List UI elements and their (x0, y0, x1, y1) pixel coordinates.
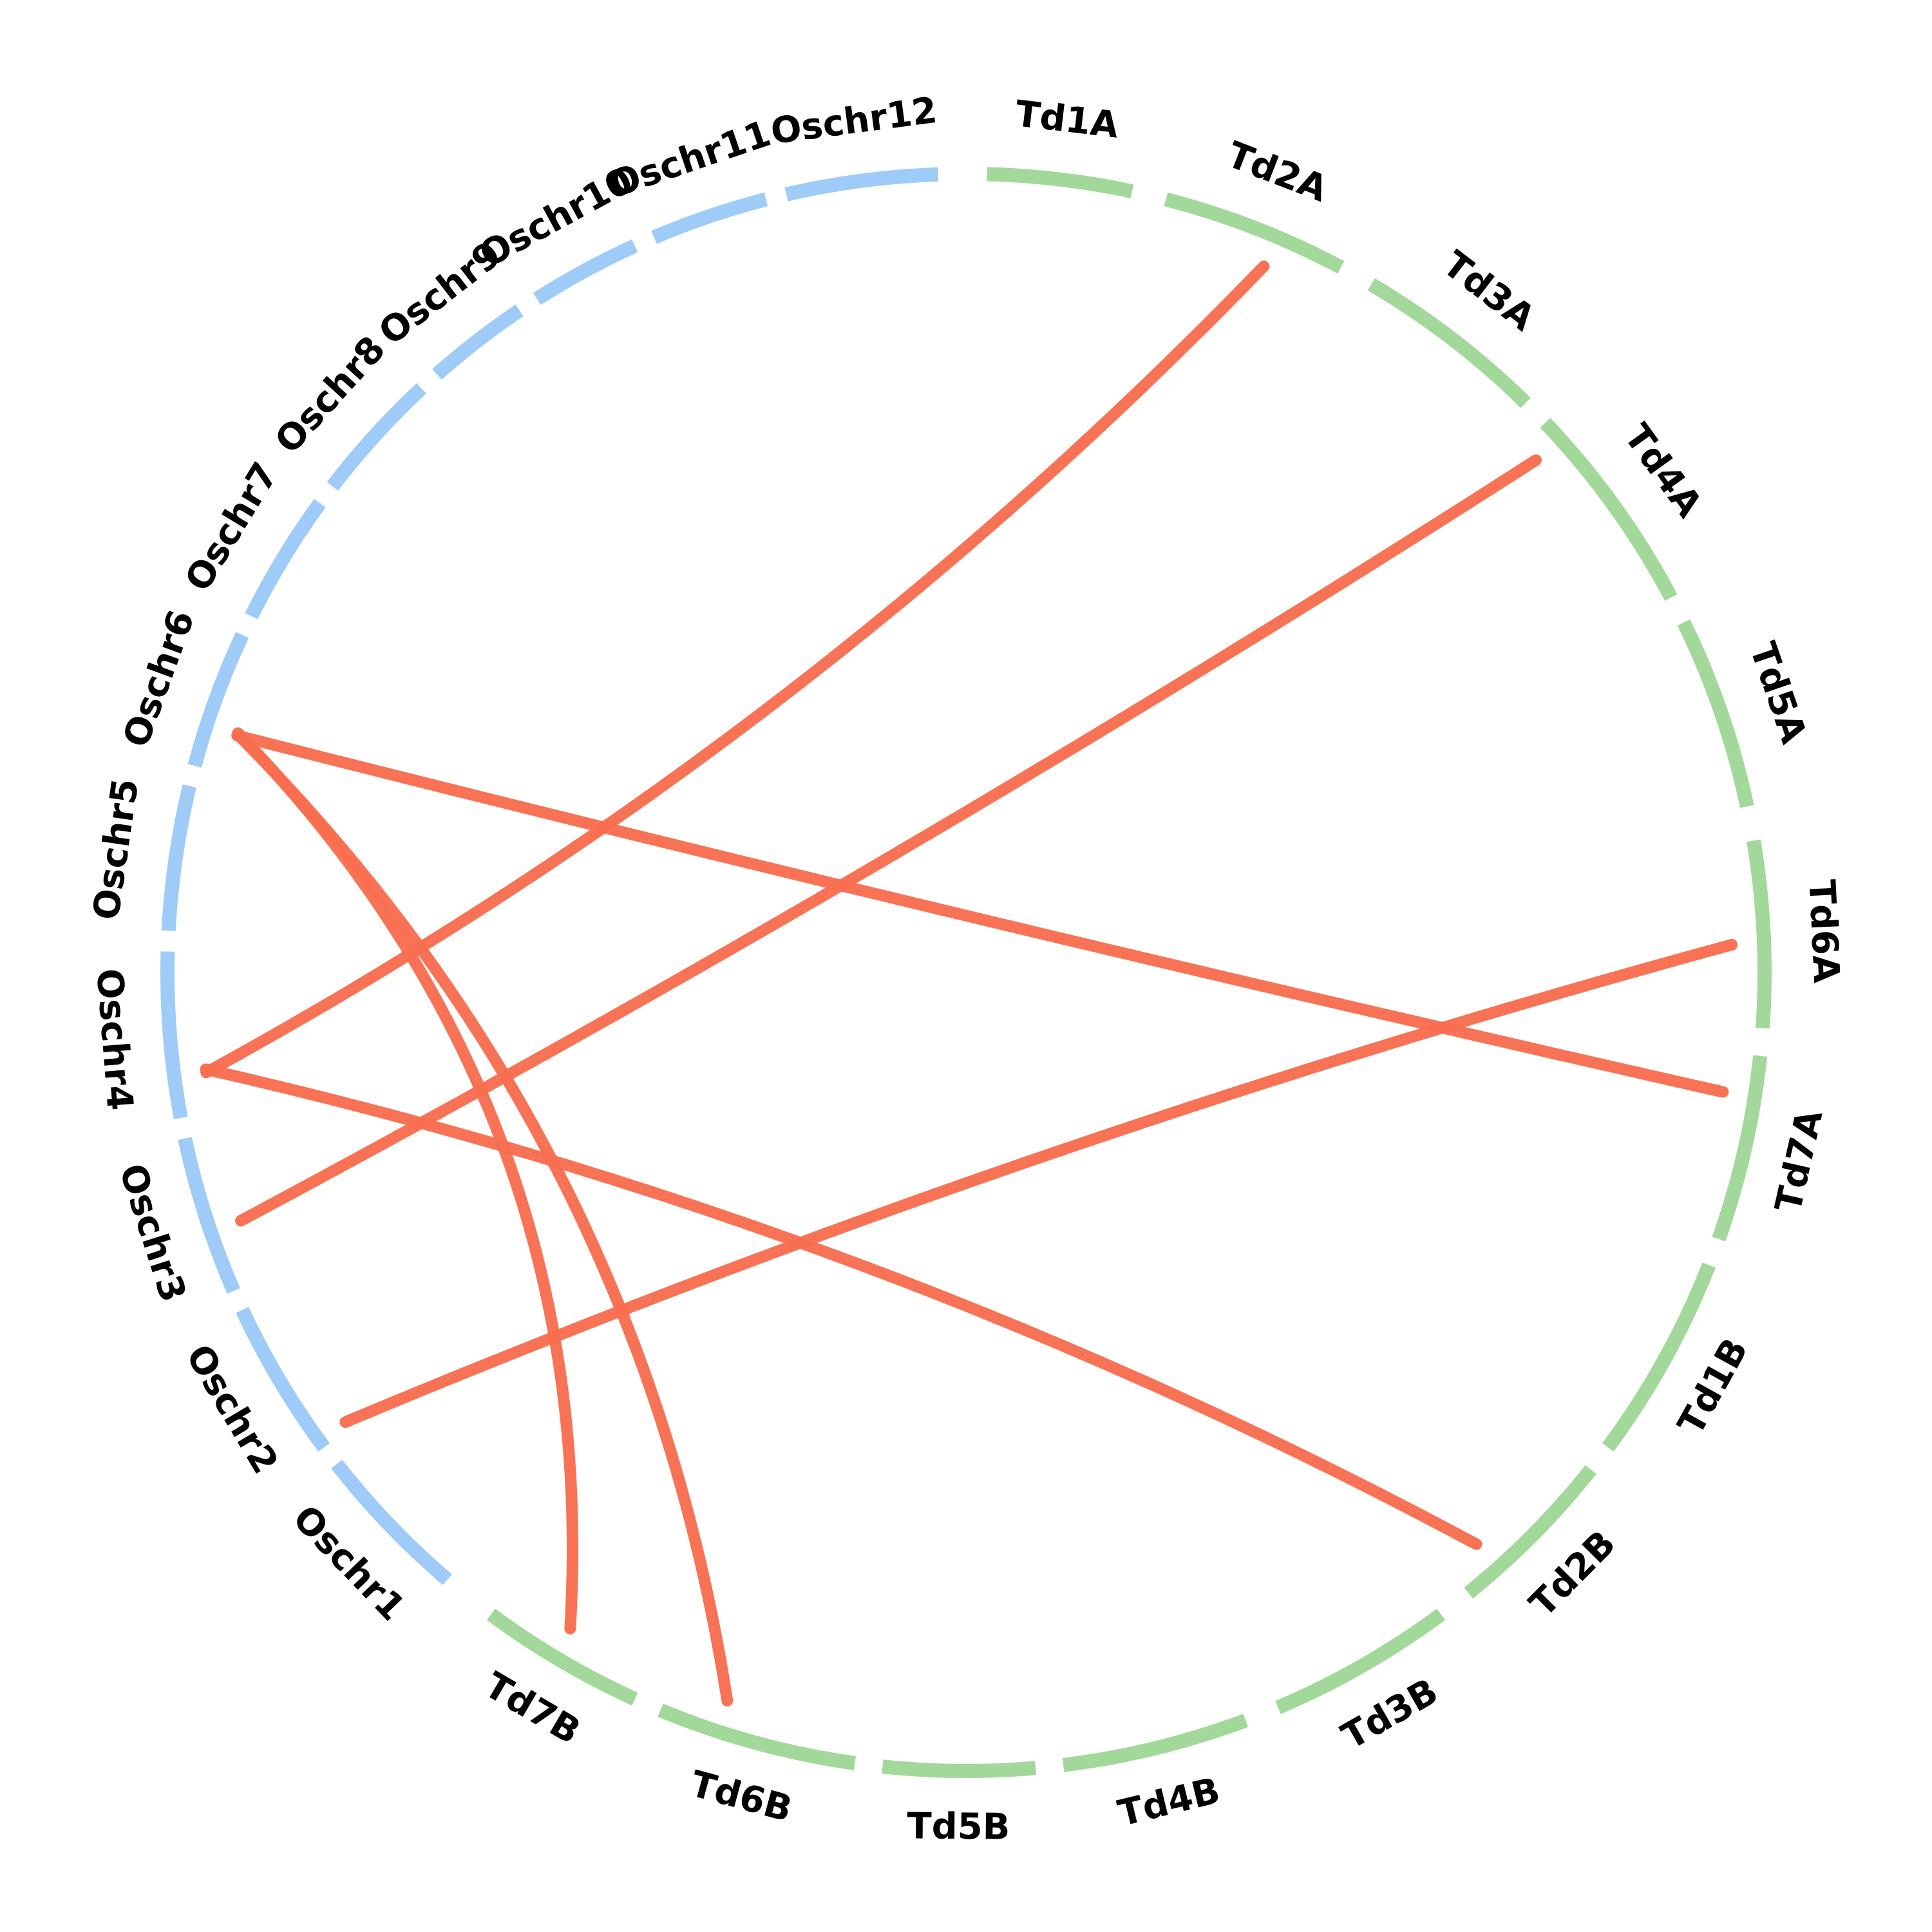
chromosome-label-td7b: Td7B (477, 1664, 587, 1752)
chromosome-arc-td3a (1367, 278, 1531, 408)
chromosome-arc-oschr9 (432, 304, 524, 380)
synteny-link-oschr6-td7b (232, 727, 579, 1634)
chromosome-label-td4b: Td4B (1114, 1770, 1224, 1835)
chromosome-label-td6a: Td6A (1801, 878, 1848, 984)
chromosome-label-oschr12: Oschr12 (768, 90, 940, 153)
chromosome-arc-td6a (1747, 839, 1772, 1029)
chromosome-arc-td7b (486, 1608, 638, 1706)
chromosome-label-oschr6: Oschr6 (115, 605, 204, 753)
chromosome-label-oschr3: Oschr3 (111, 1159, 194, 1307)
chromosome-arc-oschr4 (160, 951, 188, 1119)
chromosome-label-td4a: Td4A (1616, 417, 1710, 526)
synteny-links (200, 260, 1738, 1707)
synteny-link-oschr3-td4a (235, 454, 1542, 1227)
synteny-link-oschr4-td2b (200, 1063, 1482, 1550)
chromosome-arc-td7a (1712, 1055, 1768, 1242)
chromosome-arc-oschr1 (331, 1459, 452, 1586)
chromosome-label-oschr4: Oschr4 (88, 967, 140, 1112)
chromosome-arc-oschr12 (784, 167, 939, 202)
chromosome-arc-oschr8 (327, 383, 426, 491)
chromosome-label-td5a: Td5A (1741, 637, 1815, 749)
chromosome-label-td7a: Td7A (1768, 1106, 1832, 1217)
chromosome-label-td3a: Td3A (1435, 243, 1542, 340)
chromosome-arc-td2a (1164, 192, 1345, 274)
chromosome-label-td1b: Td1B (1670, 1331, 1756, 1441)
chromosome-arc-oschr5 (161, 784, 196, 931)
chromosome-arc-oschr11 (651, 192, 768, 244)
chromosome-arc-td4b (1062, 1714, 1249, 1772)
chromosome-label-td5b: Td5B (907, 1805, 1010, 1848)
chromosome-arc-td6b (658, 1703, 856, 1770)
chromosome-label-td1a: Td1A (1013, 93, 1121, 147)
chromosome-label-oschr11: Oschr11 (604, 113, 776, 206)
synteny-link-oschr6-td7a (231, 730, 1729, 1098)
chromosome-arc-td5a (1677, 619, 1754, 808)
chromosome-arc-oschr3 (178, 1137, 240, 1294)
chromosome-label-oschr1: Oschr1 (285, 1497, 413, 1629)
chromosome-ideograms (160, 167, 1772, 1778)
chromosome-arc-td1b (1602, 1262, 1716, 1452)
chromosome-labels: Oschr1Oschr2Oschr3Oschr4Oschr5Oschr6Osch… (85, 90, 1847, 1848)
chromosome-arc-td1a (987, 167, 1134, 198)
chromosome-label-td3b: Td3B (1335, 1671, 1445, 1758)
chromosome-arc-td5b (882, 1759, 1037, 1778)
chromosome-arc-oschr7 (245, 498, 326, 620)
chromosome-label-oschr5: Oschr5 (85, 776, 147, 923)
chromosome-label-td6b: Td6B (686, 1763, 796, 1831)
chromosome-arc-oschr10 (533, 239, 638, 305)
synteny-link-oschr4-td2a (200, 260, 1270, 1079)
chromosome-arc-oschr6 (187, 632, 249, 768)
chromosome-arc-td2b (1464, 1465, 1597, 1599)
chromosome-arc-td3b (1275, 1608, 1446, 1714)
chromosome-arc-oschr2 (236, 1307, 330, 1452)
chromosome-arc-td4a (1540, 417, 1678, 601)
synteny-link-oschr6-td6b (231, 728, 734, 1707)
chromosome-label-td2a: Td2A (1222, 134, 1334, 211)
